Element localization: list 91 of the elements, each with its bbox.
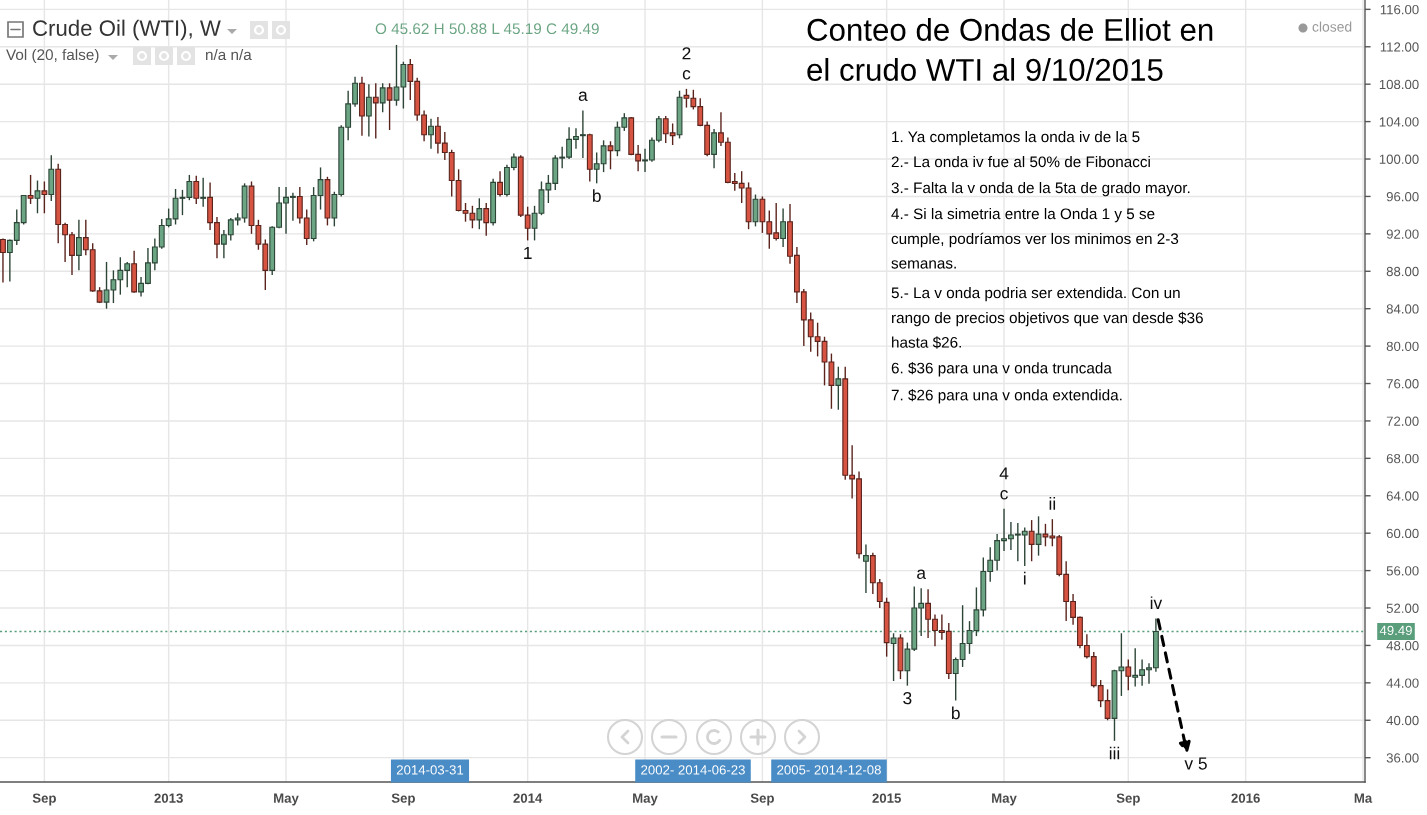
candlestick bbox=[497, 170, 503, 198]
candlestick bbox=[476, 197, 483, 230]
x-tick-label: Sep bbox=[32, 793, 56, 806]
annotation: 2002- 2014-06-23 bbox=[641, 765, 745, 775]
annotation: v 5 bbox=[1184, 757, 1207, 770]
candlestick bbox=[1035, 515, 1042, 557]
annotation: 2 bbox=[682, 47, 691, 60]
annotation: 1 bbox=[524, 246, 532, 259]
annotation: iv bbox=[1150, 596, 1163, 609]
x-tick-label: May bbox=[633, 793, 658, 806]
candlestick bbox=[780, 207, 787, 248]
annotation: 4 bbox=[999, 467, 1009, 480]
text: Conteo de Ondas de Elliot en el crudo WTI al 9/10/2015 bbox=[807, 18, 1213, 81]
x-tick-label: Sep bbox=[1116, 793, 1140, 806]
candlestick bbox=[41, 180, 48, 214]
y-tick-label: 52.00 bbox=[1386, 603, 1419, 613]
y-tick-label: 104.00 bbox=[1379, 117, 1419, 127]
candlestick bbox=[752, 193, 759, 228]
y-tick-label: 116.00 bbox=[1380, 4, 1419, 15]
y-tick-label: 100.00 bbox=[1379, 154, 1419, 164]
annotation: 7. $26 para una v onda extendida. bbox=[891, 389, 1122, 404]
candlestick bbox=[386, 82, 393, 131]
annotation: Vol (20, false) bbox=[6, 48, 99, 64]
x-tick-label: May bbox=[274, 793, 299, 806]
candlestick bbox=[75, 219, 82, 272]
candlestick bbox=[890, 632, 897, 682]
candlestick bbox=[711, 128, 717, 170]
annotation: ii bbox=[1049, 497, 1056, 510]
candlestick bbox=[483, 202, 490, 237]
y-tick-label: 76.00 bbox=[1386, 379, 1419, 389]
x-tick-label: 2016 bbox=[1231, 793, 1260, 803]
x-tick-label: May bbox=[992, 793, 1017, 806]
annotation: 5.- La v onda podria ser extendida. Con un rango de precios objetivos que van desde $36 hasta $26. bbox=[891, 287, 1203, 349]
y-tick-label: 64.00 bbox=[1386, 491, 1419, 501]
y-tick-label: 36.00 bbox=[1386, 753, 1419, 763]
annotation: iii bbox=[1109, 746, 1120, 760]
annotation: 6. $36 para una v onda truncada bbox=[891, 362, 1112, 377]
ref-line-label: 49.49 bbox=[1379, 625, 1412, 636]
annotation: 1. Ya completamos la onda iv de la 5 bbox=[892, 131, 1140, 146]
x-tick-label: 2014 bbox=[513, 793, 543, 803]
candlestick bbox=[27, 174, 34, 205]
annotation: b bbox=[592, 189, 601, 202]
annotation: 2005- 2014-12-08 bbox=[777, 765, 881, 775]
y-tick-label: 92.00 bbox=[1386, 229, 1419, 239]
annotation: n/a n/a bbox=[206, 48, 252, 61]
candlestick bbox=[365, 83, 372, 138]
candlestick bbox=[428, 118, 434, 150]
y-tick-label: 80.00 bbox=[1386, 341, 1419, 352]
annotation: a bbox=[578, 91, 588, 102]
annotation: 3.- Falta la v onda de la 5ta de grado mayor. bbox=[891, 182, 1190, 197]
annotation: 4.- Si la simetria entre la Onda 1 y 5 se cumple, podríamos ver los minimos en 2-3 semanas. bbox=[891, 208, 1179, 269]
candlestick bbox=[1125, 658, 1132, 692]
y-tick-label: 56.00 bbox=[1386, 566, 1419, 576]
annotation: c bbox=[682, 70, 691, 80]
candlestick bbox=[607, 140, 614, 171]
annotation: 3 bbox=[903, 692, 912, 705]
annotation: a bbox=[917, 569, 927, 580]
y-tick-label: 84.00 bbox=[1386, 304, 1419, 314]
x-tick-label: 2013 bbox=[154, 793, 183, 803]
y-tick-label: 112.00 bbox=[1380, 42, 1419, 52]
annotation: b bbox=[951, 706, 960, 720]
candlestick bbox=[372, 82, 379, 140]
candlestick bbox=[200, 177, 207, 208]
x-tick-label: 2015 bbox=[872, 793, 901, 803]
candlestick bbox=[34, 179, 41, 214]
candlestick bbox=[379, 82, 386, 113]
candlestick bbox=[863, 543, 869, 594]
y-tick-label: 44.00 bbox=[1386, 678, 1419, 688]
y-tick-label: 96.00 bbox=[1386, 192, 1419, 202]
candlestick bbox=[0, 237, 6, 284]
annotation: 2.- La onda iv fue al 50% de Fibonacci bbox=[891, 156, 1150, 168]
y-tick-label: 40.00 bbox=[1386, 715, 1419, 726]
annotation: i bbox=[1023, 571, 1026, 585]
annotation: closed bbox=[1312, 21, 1352, 32]
y-tick-label: 88.00 bbox=[1386, 266, 1419, 277]
y-tick-label: 72.00 bbox=[1386, 416, 1419, 426]
y-tick-label: 68.00 bbox=[1386, 453, 1419, 464]
x-tick-label: Sep bbox=[391, 793, 415, 806]
y-tick-label: 108.00 bbox=[1379, 79, 1419, 90]
candlestick bbox=[193, 175, 200, 205]
x-tick-label: Sep bbox=[750, 793, 774, 806]
x-tick-label: Ma bbox=[1354, 793, 1373, 803]
candlestick bbox=[835, 365, 842, 411]
candlestick bbox=[579, 109, 586, 159]
annotation: c bbox=[1000, 490, 1008, 500]
candlestick bbox=[1028, 519, 1035, 562]
annotation: O 45.62 H 50.88 L 45.19 C 49.49 bbox=[375, 23, 599, 35]
annotation: 2014-03-31 bbox=[396, 765, 464, 775]
text: Crude Oil (WTI), W bbox=[33, 19, 221, 41]
y-tick-label: 60.00 bbox=[1386, 528, 1419, 539]
y-tick-label: 48.00 bbox=[1386, 641, 1419, 651]
